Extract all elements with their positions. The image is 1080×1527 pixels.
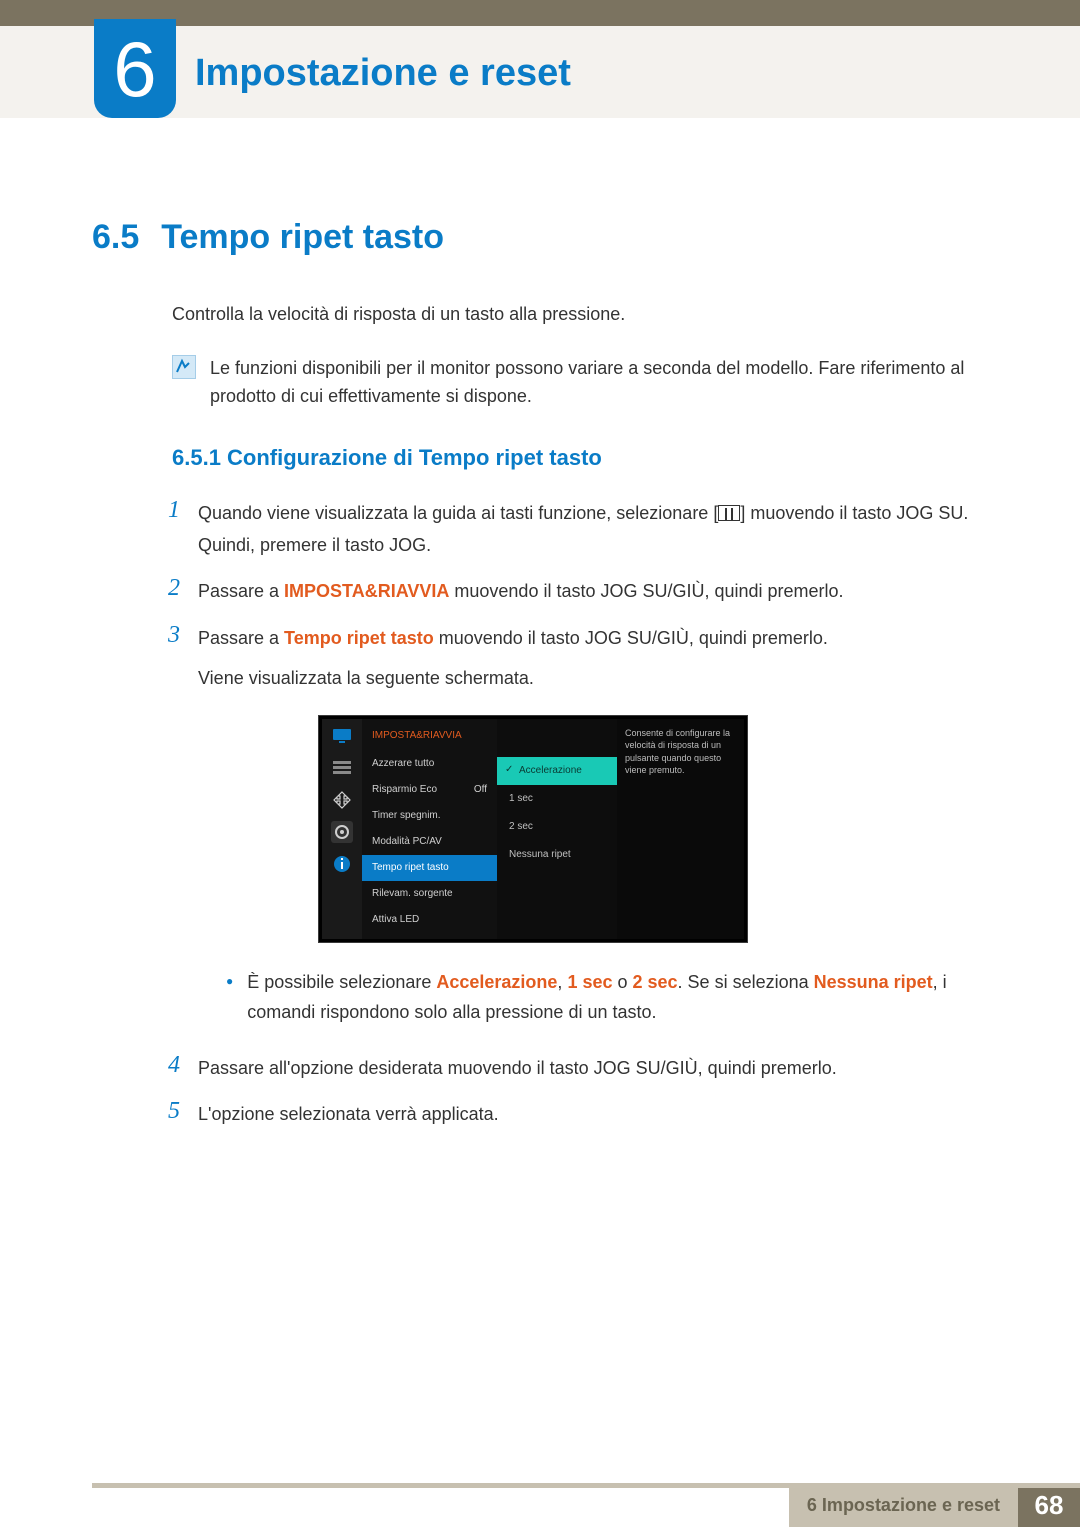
keyword: 2 sec bbox=[633, 972, 678, 992]
osd-menu: IMPOSTA&RIAVVIA Azzerare tuttoRisparmio … bbox=[362, 719, 497, 939]
step-4: 4 Passare all'opzione desiderata muovend… bbox=[158, 1052, 1002, 1084]
text: o bbox=[612, 972, 632, 992]
osd-menu-item: Risparmio EcoOff bbox=[362, 777, 497, 803]
note-block: Le funzioni disponibili per il monitor p… bbox=[172, 355, 1002, 411]
chapter-number: 6 bbox=[113, 30, 156, 108]
note-icon bbox=[172, 355, 196, 379]
section-heading: 6.5 Tempo ripet tasto bbox=[92, 218, 1002, 257]
osd-icon-column bbox=[322, 719, 362, 939]
text: . Se si seleziona bbox=[678, 972, 814, 992]
step-body: Passare a Tempo ripet tasto muovendo il … bbox=[198, 622, 1002, 1038]
keyword: Accelerazione bbox=[436, 972, 557, 992]
info-icon bbox=[331, 853, 353, 875]
bullet-dot-icon: ● bbox=[226, 967, 233, 1028]
text: Viene visualizzata la seguente schermata… bbox=[198, 668, 534, 688]
keyword: 1 sec bbox=[567, 972, 612, 992]
page-number: 68 bbox=[1018, 1483, 1080, 1527]
section-number: 6.5 bbox=[92, 218, 139, 257]
section-title: Tempo ripet tasto bbox=[161, 218, 444, 257]
osd-menu-item: Azzerare tutto bbox=[362, 751, 497, 777]
note-text: Le funzioni disponibili per il monitor p… bbox=[210, 355, 1002, 411]
step-body: Passare all'opzione desiderata muovendo … bbox=[198, 1052, 837, 1084]
step-2: 2 Passare a IMPOSTA&RIAVVIA muovendo il … bbox=[158, 575, 1002, 607]
keyword: Nessuna ripet bbox=[814, 972, 933, 992]
keyword: Tempo ripet tasto bbox=[284, 628, 434, 648]
text: Quando viene visualizzata la guida ai ta… bbox=[198, 503, 718, 523]
step-1: 1 Quando viene visualizzata la guida ai … bbox=[158, 497, 1002, 562]
osd-menu-item: Rilevam. sorgente bbox=[362, 881, 497, 907]
list-icon bbox=[331, 757, 353, 779]
text: Passare a bbox=[198, 628, 284, 648]
footer-rule bbox=[92, 1483, 1080, 1488]
osd-option-item: 1 sec bbox=[497, 785, 617, 813]
footer-chapter-label: 6 Impostazione e reset bbox=[789, 1483, 1018, 1527]
chapter-title: Impostazione e reset bbox=[195, 52, 571, 95]
step-body: Quando viene visualizzata la guida ai ta… bbox=[198, 497, 1002, 562]
menu-icon bbox=[718, 505, 740, 521]
osd-option-item: Accelerazione bbox=[497, 757, 617, 785]
step-number: 3 bbox=[158, 622, 180, 1038]
osd-tooltip: Consente di configurare la velocità di r… bbox=[617, 719, 744, 939]
step-5: 5 L'opzione selezionata verrà applicata. bbox=[158, 1098, 1002, 1130]
osd-menu-item: Modalità PC/AV bbox=[362, 829, 497, 855]
step-number: 5 bbox=[158, 1098, 180, 1130]
gear-icon bbox=[331, 821, 353, 843]
display-icon bbox=[331, 725, 353, 747]
osd-menu-title: IMPOSTA&RIAVVIA bbox=[362, 725, 497, 751]
osd-option-item: 2 sec bbox=[497, 813, 617, 841]
text: Passare a bbox=[198, 581, 284, 601]
bullet-text: È possibile selezionare Accelerazione, 1… bbox=[247, 967, 1002, 1028]
text: muovendo il tasto JOG SU/GIÙ, quindi pre… bbox=[434, 628, 828, 648]
intro-text: Controlla la velocità di risposta di un … bbox=[172, 301, 1002, 329]
header-band: 6 Impostazione e reset bbox=[0, 26, 1080, 118]
page-content: 6.5 Tempo ripet tasto Controlla la veloc… bbox=[0, 118, 1080, 1131]
osd-menu-item: Tempo ripet tasto bbox=[362, 855, 497, 881]
subsection-heading: 6.5.1 Configurazione di Tempo ripet tast… bbox=[172, 445, 1002, 471]
step-number: 1 bbox=[158, 497, 180, 562]
text: , bbox=[557, 972, 567, 992]
step-number: 4 bbox=[158, 1052, 180, 1084]
text: muovendo il tasto JOG SU/GIÙ, quindi pre… bbox=[449, 581, 843, 601]
step-3: 3 Passare a Tempo ripet tasto muovendo i… bbox=[158, 622, 1002, 1038]
page-footer: 6 Impostazione e reset 68 bbox=[0, 1483, 1080, 1527]
osd-option-item: Nessuna ripet bbox=[497, 841, 617, 869]
keyword: IMPOSTA&RIAVVIA bbox=[284, 581, 449, 601]
step-body: L'opzione selezionata verrà applicata. bbox=[198, 1098, 499, 1130]
step-list: 1 Quando viene visualizzata la guida ai … bbox=[158, 497, 1002, 1131]
step-body: Passare a IMPOSTA&RIAVVIA muovendo il ta… bbox=[198, 575, 844, 607]
step-number: 2 bbox=[158, 575, 180, 607]
chapter-tab: 6 bbox=[94, 19, 176, 118]
osd-menu-item: Attiva LED bbox=[362, 907, 497, 933]
text: È possibile selezionare bbox=[247, 972, 436, 992]
bullet-item: ● È possibile selezionare Accelerazione,… bbox=[226, 967, 1002, 1028]
osd-menu-item: Timer spegnim. bbox=[362, 803, 497, 829]
resize-icon bbox=[331, 789, 353, 811]
osd-screenshot: IMPOSTA&RIAVVIA Azzerare tuttoRisparmio … bbox=[318, 715, 748, 943]
osd-submenu: Accelerazione1 sec2 secNessuna ripet bbox=[497, 719, 617, 939]
